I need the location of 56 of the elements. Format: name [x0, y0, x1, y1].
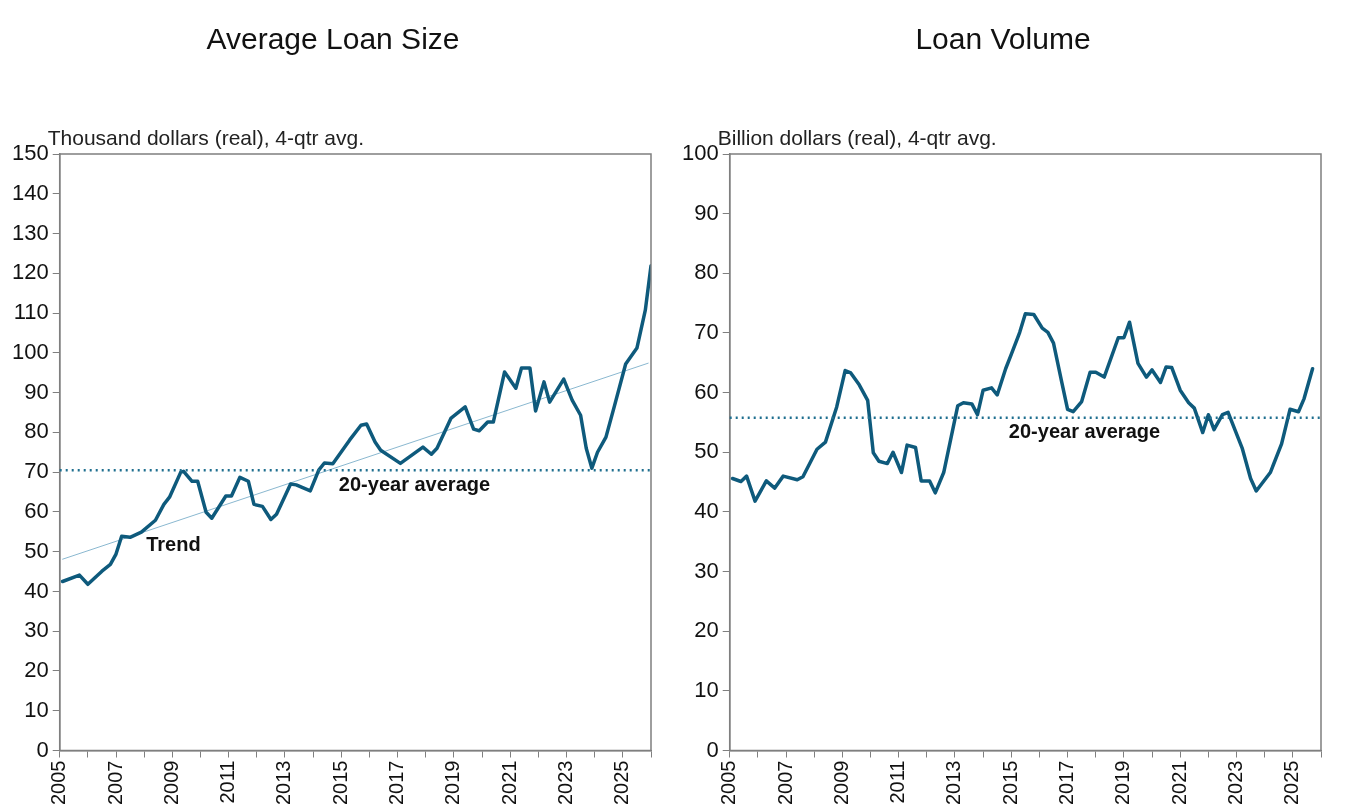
y-tick-label: 110 — [13, 299, 49, 325]
x-tick-label: 2015 — [328, 760, 351, 806]
x-tick-label: 2025 — [610, 760, 633, 806]
y-tick-label: 20 — [694, 617, 719, 643]
x-tick-label: 2015 — [998, 760, 1021, 806]
y-tick-label: 20 — [24, 657, 49, 683]
y-tick-label: 40 — [694, 497, 719, 523]
x-tick-label: 2023 — [1224, 760, 1247, 806]
x-tick-label: 2005 — [717, 760, 740, 806]
y-tick-label: 70 — [694, 319, 719, 345]
y-tick-label: 90 — [24, 378, 49, 404]
y-tick-label: 50 — [694, 438, 719, 464]
x-tick-label: 2019 — [441, 760, 464, 806]
y-tick-label: 10 — [694, 676, 719, 702]
y-tick-label: 130 — [11, 219, 49, 245]
y-tick-label: 150 — [11, 140, 49, 166]
y-tick-label: 100 — [11, 338, 49, 364]
x-tick-label: 2023 — [554, 760, 577, 806]
y-tick-label: 80 — [694, 259, 719, 285]
x-tick-label: 2019 — [1111, 760, 1134, 806]
y-tick-label: 70 — [24, 458, 49, 484]
series-label: Trend — [146, 533, 201, 556]
x-tick-label: 2017 — [1055, 760, 1078, 806]
x-tick-label: 2013 — [272, 760, 295, 806]
x-tick-label: 2005 — [47, 760, 70, 806]
ref-line-label: 20-year average — [338, 472, 491, 495]
x-tick-label: 2011 — [216, 760, 239, 804]
y-tick-label: 80 — [24, 418, 49, 444]
y-tick-label: 0 — [706, 736, 719, 762]
x-tick-label: 2021 — [1167, 760, 1190, 806]
y-tick-label: 50 — [24, 537, 49, 563]
y-tick-label: 30 — [24, 617, 49, 643]
x-tick-label: 2007 — [773, 760, 796, 806]
chart-title: Average Loan Size — [206, 22, 460, 56]
x-tick-label: 2025 — [1280, 760, 1303, 806]
y-tick-label: 140 — [11, 179, 49, 205]
y-tick-label: 10 — [24, 696, 49, 722]
x-tick-label: 2007 — [103, 760, 126, 806]
y-tick-label: 60 — [694, 378, 719, 404]
y-tick-label: 0 — [36, 736, 49, 762]
y-axis-title: Billion dollars (real), 4-qtr avg. — [717, 126, 997, 150]
y-tick-label: 40 — [24, 577, 49, 603]
x-tick-label: 2009 — [159, 760, 182, 806]
x-tick-label: 2021 — [497, 760, 520, 806]
x-tick-label: 2013 — [942, 760, 965, 806]
y-tick-label: 120 — [11, 259, 49, 285]
y-tick-label: 90 — [694, 199, 719, 225]
x-tick-label: 2017 — [385, 760, 408, 806]
y-tick-label: 60 — [24, 497, 49, 523]
y-axis-title: Thousand dollars (real), 4-qtr avg. — [47, 126, 365, 150]
x-tick-label: 2011 — [886, 760, 909, 804]
chart-title: Loan Volume — [915, 22, 1091, 56]
x-tick-label: 2009 — [829, 760, 852, 806]
y-tick-label: 30 — [694, 557, 719, 583]
ref-line-label: 20-year average — [1008, 420, 1161, 443]
y-tick-label: 100 — [681, 140, 719, 166]
